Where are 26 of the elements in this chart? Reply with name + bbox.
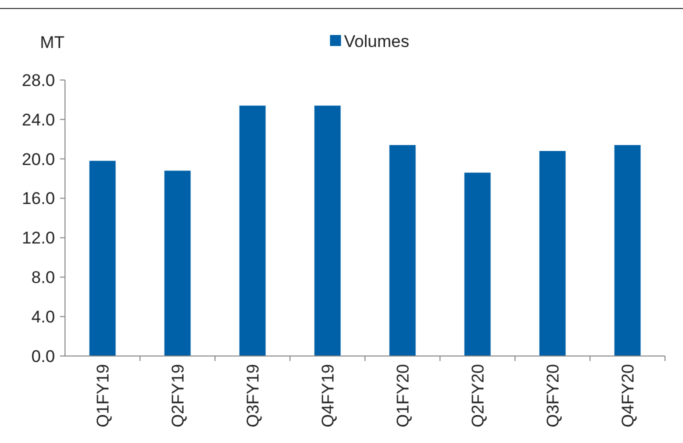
y-axis-title: MT [40,33,65,52]
x-tick-label: Q4FY20 [618,364,638,428]
x-tick-label: Q1FY20 [393,364,412,428]
y-tick-label: 16.0 [22,189,55,208]
y-tick-label: 28.0 [22,70,55,90]
x-tick-label: Q2FY19 [168,364,188,428]
x-tick-label: Q3FY20 [543,364,562,428]
bar [389,145,416,356]
x-tick-label: Q3FY19 [243,364,262,428]
bar [239,106,266,356]
bar [464,172,491,356]
y-tick-label: 24.0 [22,110,55,130]
bar [164,170,191,356]
bar [614,145,641,356]
legend-label: Volumes [344,32,410,51]
y-tick-label: 0.0 [31,346,55,366]
y-tick-label: 12.0 [22,228,55,248]
y-tick-label: 4.0 [31,308,55,327]
bar [314,106,341,356]
y-tick-label: 8.0 [31,268,55,288]
x-tick-label: Q2FY20 [468,364,488,428]
bar [539,150,566,356]
x-tick-label: Q1FY19 [93,364,112,428]
x-tick-label: Q4FY19 [318,364,338,428]
bar [89,160,116,356]
y-tick-label: 20.0 [22,150,55,169]
